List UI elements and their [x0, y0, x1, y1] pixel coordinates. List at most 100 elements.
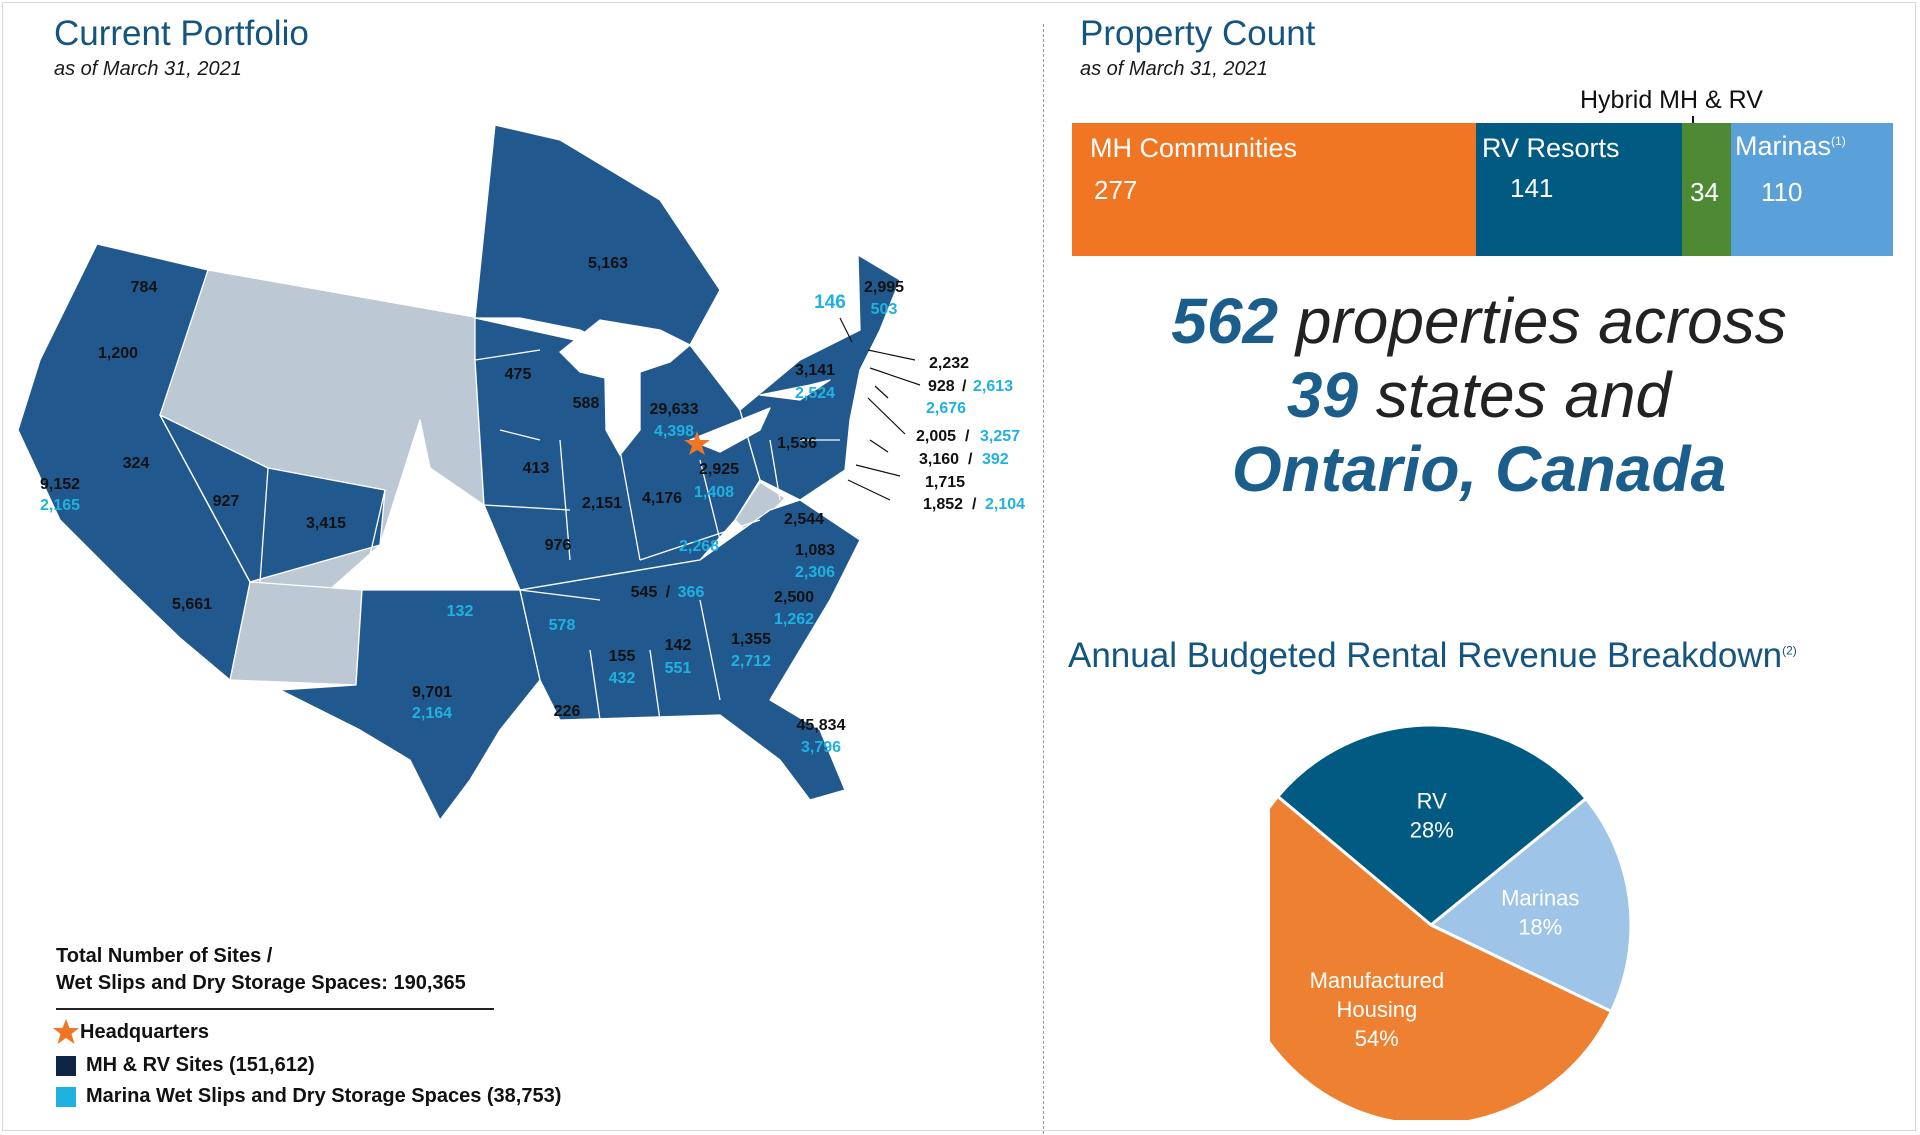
label-ar: 578 [549, 617, 576, 634]
label-md-sites: 1,852 [923, 496, 963, 513]
label-tn-sites: 545 [631, 584, 658, 601]
portfolio-subtitle: as of March 31, 2021 [54, 58, 242, 80]
label-ri: 2,676 [926, 400, 966, 417]
label-pa: 1,536 [777, 435, 817, 452]
label-ms-marina: 432 [609, 670, 636, 687]
pie-label-1: Marinas [1501, 885, 1579, 910]
label-ma-slash: / [962, 378, 967, 395]
map-great-lakes [559, 319, 691, 456]
label-ca-sites: 9,152 [40, 476, 80, 493]
label-ny-marina: 2,524 [795, 385, 835, 402]
star-icon [53, 1019, 79, 1044]
legend-marina: Marina Wet Slips and Dry Storage Spaces … [56, 1085, 561, 1108]
label-oh-sites: 2,925 [699, 461, 739, 478]
bar-rv-label: RV Resorts [1482, 133, 1620, 163]
label-mi-marina: 4,398 [654, 423, 694, 440]
label-nj-marina: 392 [982, 451, 1009, 468]
label-mn: 475 [505, 366, 532, 383]
label-wi: 588 [573, 395, 600, 412]
label-ct-slash: / [965, 428, 970, 445]
label-ut: 927 [213, 493, 240, 510]
label-ky: 2,268 [679, 538, 719, 555]
pie-slice-manufactured-housing [1270, 794, 1614, 1120]
label-ia: 413 [523, 460, 550, 477]
bar-marinas-label: Marinas(1) [1735, 131, 1846, 161]
label-ct-marina: 3,257 [980, 428, 1020, 445]
headline-line1: 562 properties across [1171, 285, 1787, 357]
legend-divider [56, 1008, 494, 1010]
pie-title: Annual Budgeted Rental Revenue Breakdown… [1068, 636, 1797, 675]
label-az: 5,661 [172, 596, 212, 613]
label-nc-sites: 1,083 [795, 542, 835, 559]
label-or: 1,200 [98, 345, 138, 362]
label-tn-slash: / [666, 584, 671, 601]
label-il: 2,151 [582, 495, 622, 512]
label-ca-marina: 2,165 [40, 497, 80, 514]
bar-mh-value: 277 [1094, 175, 1138, 205]
label-co: 3,415 [306, 515, 346, 532]
pie-pct-0: 28% [1410, 818, 1454, 843]
map-state-southeast [519, 499, 861, 801]
label-ma-sites: 928 [928, 378, 955, 395]
headline-line2: 39 states and [1286, 359, 1672, 431]
headquarters-star-icon [684, 431, 710, 455]
bar-marinas-value: 110 [1761, 177, 1803, 207]
label-me-marina: 503 [871, 301, 898, 318]
legend-headquarters: Headquarters [53, 1018, 209, 1046]
pie-pct-1: 18% [1518, 914, 1562, 939]
mhrv-swatch [56, 1055, 76, 1076]
pie-pct-2: 54% [1355, 1026, 1399, 1051]
bar-mh-label: MH Communities [1090, 133, 1298, 163]
property-count-subtitle: as of March 31, 2021 [1080, 58, 1268, 80]
label-tx-sites: 9,701 [412, 684, 452, 701]
legend-mhrv: MH & RV Sites (151,612) [56, 1054, 315, 1077]
legend-total: Total Number of Sites / Wet Slips and Dr… [56, 943, 466, 997]
pie-label-2: Housing [1336, 997, 1417, 1022]
legend-total-line1: Total Number of Sites / [56, 945, 273, 967]
label-al-marina: 551 [665, 660, 692, 677]
bar-hybrid: 34 [1682, 123, 1731, 256]
label-me-sites: 2,995 [864, 279, 904, 296]
label-mo: 976 [545, 537, 572, 554]
label-fl-sites: 45,834 [797, 717, 846, 734]
legend-total-line2: Wet Slips and Dry Storage Spaces: 190,36… [56, 972, 466, 994]
map-state-gray-nm [229, 581, 363, 686]
label-tn-marina: 366 [678, 584, 705, 601]
pie-slice-rv [1275, 723, 1589, 927]
map-state-west-coast [17, 243, 251, 681]
label-nj-slash: / [968, 451, 973, 468]
label-nh: 2,232 [929, 355, 969, 372]
property-count-title: Property Count [1080, 14, 1316, 53]
bar-hybrid-value: 34 [1690, 177, 1719, 207]
label-ga-marina: 2,712 [731, 653, 771, 670]
pie-label-0: RV [1417, 789, 1447, 814]
pie-label-2: Manufactured [1310, 968, 1445, 993]
label-sc-marina: 1,262 [774, 611, 814, 628]
label-ms-sites: 155 [609, 648, 636, 665]
label-wa: 784 [131, 279, 158, 296]
headline-line3: Ontario, Canada [1231, 433, 1727, 505]
marina-swatch [56, 1086, 76, 1107]
label-de: 1,715 [925, 474, 965, 491]
pie-slice-marinas [1428, 796, 1633, 1014]
label-ct-sites: 2,005 [916, 428, 956, 445]
label-ny-sites: 3,141 [795, 362, 835, 379]
label-fl-marina: 3,796 [801, 739, 841, 756]
legend-mhrv-label: MH & RV Sites (151,612) [86, 1054, 315, 1076]
label-oh-marina: 1,408 [694, 484, 734, 501]
label-va: 2,544 [784, 511, 824, 528]
label-vt: 146 [814, 292, 846, 313]
label-mi-sites: 29,633 [650, 401, 699, 418]
label-on: 5,163 [588, 255, 628, 272]
bar-mh-communities: MH Communities 277 [1072, 123, 1476, 256]
legend-marina-label: Marina Wet Slips and Dry Storage Spaces … [86, 1085, 562, 1107]
bar-rv-resorts: RV Resorts 141 [1476, 123, 1682, 256]
label-sc-sites: 2,500 [774, 589, 814, 606]
bar-marinas: Marinas(1) 110 [1731, 123, 1893, 256]
panel-divider [1043, 24, 1044, 1134]
label-al-sites: 142 [665, 637, 692, 654]
revenue-pie-chart: RV 28% Marinas 18% Manufactured Housing 54% [1270, 723, 1633, 1120]
label-la: 226 [554, 703, 581, 720]
label-ok: 132 [447, 603, 474, 620]
